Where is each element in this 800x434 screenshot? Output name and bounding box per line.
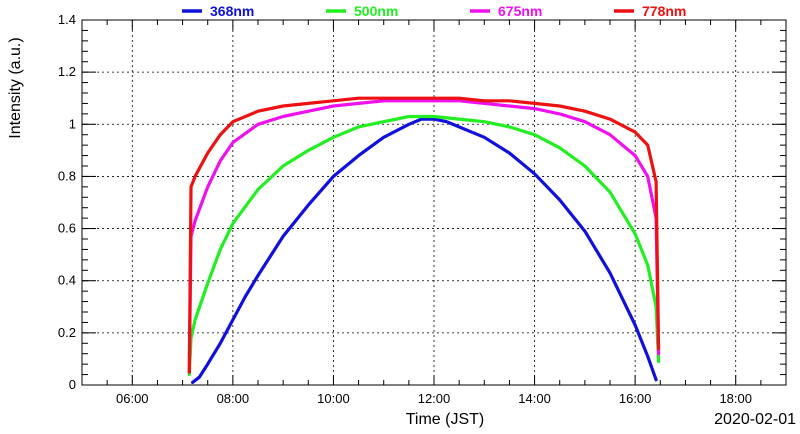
x-tick-label: 08:00: [217, 391, 250, 406]
y-tick-label: 1.2: [58, 64, 76, 79]
y-tick-label: 0.2: [58, 325, 76, 340]
series-line-500nm: [187, 114, 661, 377]
x-tick-label: 14:00: [518, 391, 551, 406]
y-tick-label: 1.4: [58, 12, 76, 27]
series-line-778nm: [187, 96, 661, 374]
series-layer: [187, 96, 661, 384]
legend-label-675nm: 675nm: [498, 3, 542, 19]
y-tick-label: 0.4: [58, 273, 76, 288]
date-label: 2020-02-01: [714, 411, 796, 428]
series-line-675nm: [187, 99, 661, 374]
y-axis-title: Intensity (a.u.): [7, 37, 24, 138]
y-tick-label: 0.6: [58, 221, 76, 236]
legend: 368nm 500nm 675nm 778nm: [182, 3, 686, 19]
tick-layer: 06:00 08:00 10:00 12:00 14:00 16:00 18:00 0 0.2 0…: [58, 12, 787, 406]
legend-label-368nm: 368nm: [210, 3, 254, 19]
x-axis-title: Time (JST): [406, 411, 485, 428]
y-tick-label: 0.8: [58, 168, 76, 183]
y-tick-label: 0: [69, 377, 76, 392]
x-tick-label: 16:00: [619, 391, 652, 406]
x-tick-label: 18:00: [719, 391, 752, 406]
series-line-368nm: [191, 117, 658, 384]
y-tick-label: 1: [69, 116, 76, 131]
x-tick-label: 10:00: [317, 391, 350, 406]
legend-label-500nm: 500nm: [354, 3, 398, 19]
legend-label-778nm: 778nm: [642, 3, 686, 19]
x-tick-label: 06:00: [116, 391, 149, 406]
grid-layer: [82, 20, 786, 385]
x-tick-label: 12:00: [418, 391, 451, 406]
